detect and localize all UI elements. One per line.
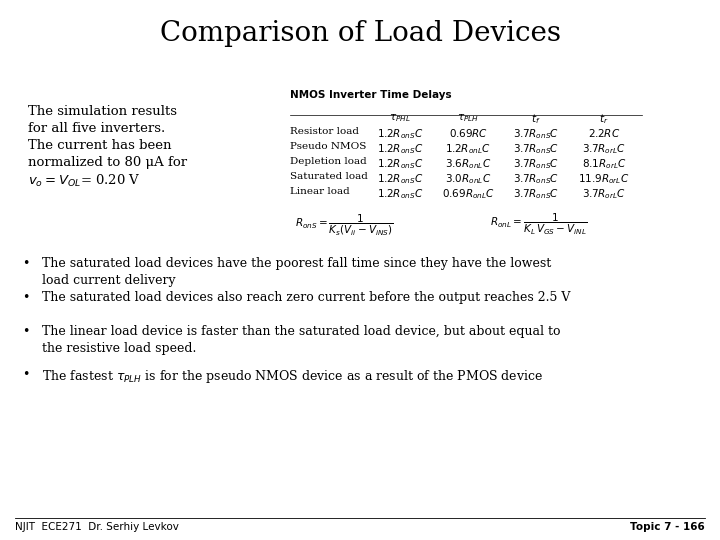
Text: $t_r$: $t_r$ xyxy=(599,112,608,126)
Text: $11.9R_{orL}C$: $11.9R_{orL}C$ xyxy=(578,172,630,186)
Text: $R_{onL} = \dfrac{1}{K_L\,V_{GS} - V_{iNL}}$: $R_{onL} = \dfrac{1}{K_L\,V_{GS} - V_{iN… xyxy=(490,212,588,237)
Text: $3.7R_{onS}C$: $3.7R_{onS}C$ xyxy=(513,157,559,171)
Text: $\tau_{PHL}$: $\tau_{PHL}$ xyxy=(389,112,411,124)
Text: $3.7R_{onS}C$: $3.7R_{onS}C$ xyxy=(513,172,559,186)
Text: $1.2R_{onS}C$: $1.2R_{onS}C$ xyxy=(377,142,423,156)
Text: Linear load: Linear load xyxy=(290,187,350,196)
Text: The linear load device is faster than the saturated load device, but about equal: The linear load device is faster than th… xyxy=(42,325,560,355)
Text: $v_o = V_{OL}$= 0.20 V: $v_o = V_{OL}$= 0.20 V xyxy=(28,173,140,189)
Text: NMOS Inverter Time Delays: NMOS Inverter Time Delays xyxy=(290,90,451,100)
Text: $0.69R_{onL}C$: $0.69R_{onL}C$ xyxy=(441,187,495,201)
Text: The current has been: The current has been xyxy=(28,139,171,152)
Text: $0.69RC$: $0.69RC$ xyxy=(449,127,487,139)
Text: Depletion load: Depletion load xyxy=(290,157,366,166)
Text: $1.2R_{onL}C$: $1.2R_{onL}C$ xyxy=(445,142,491,156)
Text: $3.6R_{onL}C$: $3.6R_{onL}C$ xyxy=(445,157,491,171)
Text: for all five inverters.: for all five inverters. xyxy=(28,122,166,135)
Text: $3.7R_{orL}C$: $3.7R_{orL}C$ xyxy=(582,142,626,156)
Text: normalized to 80 μA for: normalized to 80 μA for xyxy=(28,156,187,169)
Text: The saturated load devices also reach zero current before the output reaches 2.5: The saturated load devices also reach ze… xyxy=(42,291,570,304)
Text: •: • xyxy=(22,325,30,338)
Text: $\tau_{PLH}$: $\tau_{PLH}$ xyxy=(457,112,479,124)
Text: Pseudo NMOS: Pseudo NMOS xyxy=(290,142,366,151)
Text: The simulation results: The simulation results xyxy=(28,105,177,118)
Text: $3.7R_{onS}C$: $3.7R_{onS}C$ xyxy=(513,127,559,141)
Text: NJIT  ECE271  Dr. Serhiy Levkov: NJIT ECE271 Dr. Serhiy Levkov xyxy=(15,522,179,532)
Text: $R_{onS} = \dfrac{1}{K_s(V_{ii} - V_{iNS})}$: $R_{onS} = \dfrac{1}{K_s(V_{ii} - V_{iNS… xyxy=(295,212,394,237)
Text: $3.7R_{onS}C$: $3.7R_{onS}C$ xyxy=(513,187,559,201)
Text: $3.7R_{orL}C$: $3.7R_{orL}C$ xyxy=(582,187,626,201)
Text: $8.1R_{orL}C$: $8.1R_{orL}C$ xyxy=(582,157,626,171)
Text: •: • xyxy=(22,368,30,381)
Text: $3.0R_{onL}C$: $3.0R_{onL}C$ xyxy=(445,172,491,186)
Text: $3.7R_{onS}C$: $3.7R_{onS}C$ xyxy=(513,142,559,156)
Text: $1.2R_{onS}C$: $1.2R_{onS}C$ xyxy=(377,187,423,201)
Text: •: • xyxy=(22,257,30,270)
Text: Resistor load: Resistor load xyxy=(290,127,359,136)
Text: $t_f$: $t_f$ xyxy=(531,112,541,126)
Text: Saturated load: Saturated load xyxy=(290,172,368,181)
Text: •: • xyxy=(22,291,30,304)
Text: The fastest $\tau_{PLH}$ is for the pseudo NMOS device as a result of the PMOS d: The fastest $\tau_{PLH}$ is for the pseu… xyxy=(42,368,543,385)
Text: $1.2R_{onS}C$: $1.2R_{onS}C$ xyxy=(377,157,423,171)
Text: The saturated load devices have the poorest fall time since they have the lowest: The saturated load devices have the poor… xyxy=(42,257,552,287)
Text: $2.2RC$: $2.2RC$ xyxy=(588,127,620,139)
Text: Topic 7 - 166: Topic 7 - 166 xyxy=(630,522,705,532)
Text: $1.2R_{onS}C$: $1.2R_{onS}C$ xyxy=(377,172,423,186)
Text: $1.2R_{onS}C$: $1.2R_{onS}C$ xyxy=(377,127,423,141)
Text: Comparison of Load Devices: Comparison of Load Devices xyxy=(160,20,560,47)
